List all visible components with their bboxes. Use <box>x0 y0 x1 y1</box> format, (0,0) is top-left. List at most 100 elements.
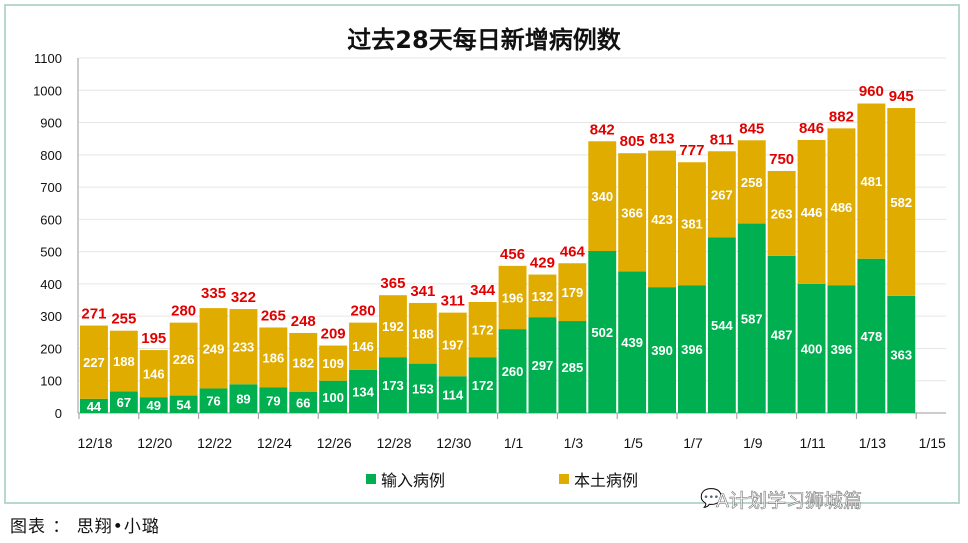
bar-imported <box>80 398 108 413</box>
bar-value-label: 192 <box>382 319 404 334</box>
x-tick-label: 1/1 <box>504 435 524 451</box>
bar-local <box>797 139 826 284</box>
y-tick-label: 600 <box>40 212 62 227</box>
x-tick-label: 12/20 <box>137 435 172 451</box>
bar-value-label: 582 <box>890 195 912 210</box>
x-tick-label: 12/18 <box>77 435 112 451</box>
total-label: 945 <box>889 88 914 105</box>
total-label: 344 <box>470 282 496 299</box>
x-tick-label: 12/24 <box>257 435 292 451</box>
total-label: 280 <box>171 303 196 320</box>
bar-value-label: 186 <box>262 350 284 365</box>
y-tick-label: 900 <box>40 116 62 131</box>
total-label: 456 <box>500 246 525 263</box>
bar-local <box>349 322 377 370</box>
bar-imported <box>379 357 407 413</box>
bar-value-label: 439 <box>621 335 643 350</box>
total-label: 341 <box>410 283 435 300</box>
total-label: 429 <box>530 255 555 272</box>
bar-value-label: 54 <box>176 397 191 412</box>
bar-value-label: 188 <box>412 326 434 341</box>
bar-imported <box>169 395 198 413</box>
bar-local <box>289 332 318 392</box>
bar-value-label: 478 <box>860 329 882 344</box>
x-tick-label: 1/3 <box>564 435 584 451</box>
total-label: 265 <box>261 307 286 324</box>
bar-value-label: 132 <box>532 289 554 304</box>
total-label: 365 <box>380 275 405 292</box>
bar-value-label: 267 <box>711 187 733 202</box>
y-tick-label: 800 <box>40 148 62 163</box>
bar-local <box>528 274 557 318</box>
total-label: 248 <box>291 313 316 330</box>
bar-value-label: 285 <box>561 360 583 375</box>
bar-imported <box>767 255 796 413</box>
total-label: 777 <box>679 142 704 159</box>
bar-imported <box>558 321 587 413</box>
bar-value-label: 396 <box>831 342 853 357</box>
bar-imported <box>349 369 377 413</box>
bar-local <box>259 327 288 388</box>
bar-value-label: 263 <box>771 206 793 221</box>
total-label: 271 <box>81 306 106 323</box>
bar-value-label: 587 <box>741 311 763 326</box>
total-label: 750 <box>769 151 794 168</box>
total-label: 842 <box>590 121 615 138</box>
bar-value-label: 114 <box>442 388 464 403</box>
bar-imported <box>528 317 557 413</box>
bar-value-label: 173 <box>382 378 404 393</box>
bar-value-label: 66 <box>296 395 310 410</box>
x-tick-label: 1/13 <box>859 435 886 451</box>
bar-local <box>857 103 886 259</box>
total-label: 311 <box>441 293 465 310</box>
bar-value-label: 67 <box>117 395 131 410</box>
bar-value-label: 109 <box>322 356 344 371</box>
bar-value-label: 340 <box>591 189 613 204</box>
bar-value-label: 172 <box>472 378 494 393</box>
x-tick-label: 1/5 <box>623 435 643 451</box>
total-label: 846 <box>799 120 824 137</box>
bar-value-label: 44 <box>87 399 102 414</box>
x-tick-label: 1/15 <box>919 435 946 451</box>
bar-imported <box>139 397 168 413</box>
bar-local <box>618 153 647 272</box>
bar-local <box>737 140 766 224</box>
total-label: 845 <box>739 120 764 137</box>
bar-local <box>199 308 228 389</box>
bar-local <box>109 330 138 392</box>
total-label: 209 <box>321 326 346 343</box>
bar-value-label: 226 <box>173 352 195 367</box>
bar-imported <box>857 258 886 413</box>
total-label: 882 <box>829 108 854 125</box>
bar-value-label: 363 <box>890 347 912 362</box>
total-label: 811 <box>710 131 734 148</box>
bar-value-label: 227 <box>83 355 105 370</box>
bar-value-label: 49 <box>147 398 161 413</box>
total-label: 195 <box>141 330 166 347</box>
bar-value-label: 423 <box>651 212 673 227</box>
bar-value-label: 544 <box>711 318 733 333</box>
bar-value-label: 446 <box>801 205 823 220</box>
legend-label: 本土病例 <box>574 471 638 490</box>
legend-swatch <box>366 474 376 484</box>
bar-imported <box>737 223 766 413</box>
bar-local <box>588 141 617 251</box>
total-label: 813 <box>650 131 675 148</box>
bar-value-label: 396 <box>681 342 703 357</box>
bar-local <box>379 295 407 358</box>
x-tick-label: 12/26 <box>317 435 352 451</box>
bar-value-label: 79 <box>266 393 280 408</box>
bar-imported <box>408 363 437 413</box>
watermark: A计划学习狮城篇 <box>716 490 863 513</box>
x-tick-label: 12/22 <box>197 435 232 451</box>
total-label: 464 <box>560 243 586 260</box>
bar-local <box>558 263 587 322</box>
bar-imported <box>588 250 617 413</box>
bar-value-label: 146 <box>352 339 374 354</box>
bar-local <box>139 350 168 398</box>
x-tick-label: 12/30 <box>436 435 471 451</box>
bar-imported <box>259 387 288 413</box>
x-tick-label: 1/9 <box>743 435 763 451</box>
bar-imported <box>707 237 736 413</box>
